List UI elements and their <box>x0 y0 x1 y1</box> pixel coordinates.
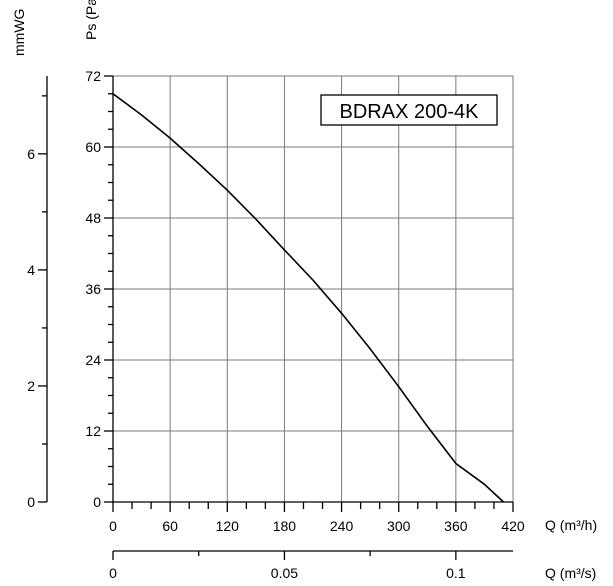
x-tick-label: 360 <box>444 518 468 534</box>
x-tick-label: 300 <box>387 518 411 534</box>
y2-tick-label: 2 <box>27 378 35 394</box>
y-tick-label: 0 <box>93 494 101 510</box>
x2-tick-label: 0.05 <box>271 565 298 581</box>
y-tick-label: 12 <box>85 423 101 439</box>
y-tick-label: 36 <box>85 281 101 297</box>
model-label: BDRAX 200-4K <box>340 101 480 123</box>
x-tick-label: 60 <box>162 518 178 534</box>
x-tick-label: 0 <box>109 518 117 534</box>
model-label-box <box>320 94 498 126</box>
y2-axis-title: mmWG <box>11 9 27 56</box>
y-tick-label: 60 <box>85 139 101 155</box>
y-tick-label: 24 <box>85 352 101 368</box>
x-tick-label: 120 <box>216 518 240 534</box>
y2-tick-label: 0 <box>27 494 35 510</box>
x-tick-label: 240 <box>330 518 354 534</box>
x-axis-title: Q (m³/h) <box>545 517 597 533</box>
fan-curve-line <box>112 93 505 503</box>
y2-tick-label: 6 <box>27 146 35 162</box>
x-tick-label: 420 <box>501 518 525 534</box>
x2-tick-label: 0 <box>109 565 117 581</box>
x-tick-label: 180 <box>273 518 297 534</box>
x2-tick-label: 0.1 <box>446 565 466 581</box>
x2-axis-title: Q (m³/s) <box>545 565 596 581</box>
y-axis-title: Ps (Pa) <box>83 0 99 40</box>
y2-tick-label: 4 <box>27 262 35 278</box>
y-tick-label: 72 <box>85 68 101 84</box>
curve-layer <box>112 93 505 503</box>
y-tick-label: 48 <box>85 210 101 226</box>
